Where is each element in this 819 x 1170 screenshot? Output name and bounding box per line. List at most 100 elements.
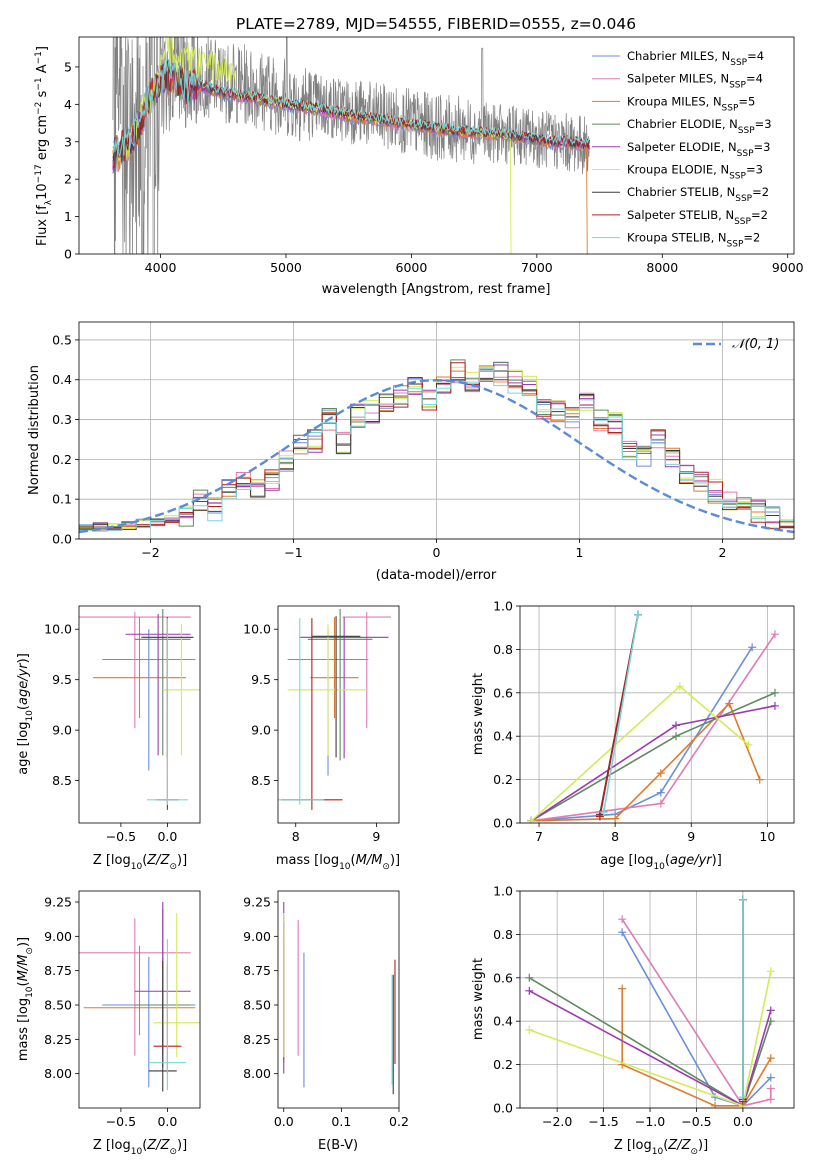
plot-area-mass_vs_Z [79, 901, 200, 1092]
y-tick-label: 9.25 [44, 894, 72, 909]
x-axis-label: E(B-V) [318, 1138, 358, 1153]
legend-label: Kroupa MILES, NSSP=5 [627, 94, 755, 113]
axes-frame [277, 890, 400, 1109]
y-tick-label: 8.5 [52, 773, 72, 788]
x-tick-label: −0.5 [681, 1114, 711, 1129]
legend-label: Salpeter ELODIE, NSSP=3 [627, 140, 770, 159]
weight-marker [618, 915, 627, 924]
y-tick-label: 0.8 [493, 642, 513, 657]
panel-mass_vs_Z: −0.5 0.0 8.00 8.25 8.50 8.75 9.00 9.25 [44, 890, 201, 1129]
weight-marker [618, 928, 627, 937]
weight-marker [595, 812, 604, 821]
y-tick-label: 9.0 [52, 723, 72, 738]
weight-line-kroupa-stelib [602, 614, 639, 813]
x-tick-label: 0.0 [274, 1114, 294, 1129]
panel-spectrum: 4000 5000 6000 7000 8000 9000 0 1 2 3 4 5 [64, 36, 804, 275]
x-tick-label: 0.2 [389, 1114, 409, 1129]
x-tick-label: −2 [141, 545, 159, 560]
y-tick-label: 8.00 [243, 1066, 271, 1081]
y-tick-label: 0.8 [493, 927, 513, 942]
weight-marker [738, 1093, 747, 1102]
weight-line-salpeter-miles [621, 918, 772, 1107]
y-tick-label: 8.50 [243, 997, 271, 1012]
plot-area-weight_vs_age [527, 610, 779, 823]
weight-marker [611, 814, 620, 823]
x-axis-label: mass [log10(M/M⊙)] [276, 853, 400, 872]
axes-frame [78, 605, 201, 824]
y-axis-label: mass weight [471, 958, 486, 1040]
y-tick-label: 0.4 [52, 372, 72, 387]
x-tick-label: 5000 [270, 260, 302, 275]
x-tick-label: 9 [372, 829, 380, 844]
y-tick-label: 0.0 [493, 816, 513, 831]
y-tick-label: 8.25 [44, 1032, 72, 1047]
x-tick-label: −1.5 [588, 1114, 618, 1129]
weight-marker [525, 1025, 534, 1034]
legend-label: Kroupa ELODIE, NSSP=3 [627, 163, 763, 182]
y-tick-label: 8.75 [44, 963, 72, 978]
x-axis-label: Z [log10(Z/Z⊙)] [614, 1138, 708, 1157]
plot-area-age_vs_mass [278, 609, 391, 810]
y-tick-label: 0.5 [52, 332, 72, 347]
y-tick-label: 9.25 [243, 894, 271, 909]
x-tick-label: −2.0 [542, 1114, 572, 1129]
plot-area-weight_vs_Z [525, 895, 775, 1108]
y-tick-label: 5 [64, 59, 72, 74]
model-spectrum-kroupa-elodie [112, 37, 512, 254]
weight-marker [599, 808, 608, 817]
weight-marker [672, 721, 681, 730]
x-axis-label: Z [log10(Z/Z⊙)] [93, 853, 187, 872]
weight-marker [525, 973, 534, 982]
x-tick-label: 8000 [646, 260, 678, 275]
histogram-chabrier-stelib [79, 370, 794, 530]
x-tick-label: 6000 [396, 260, 428, 275]
observed-spectrum [112, 37, 590, 254]
y-tick-label: 9.00 [243, 929, 271, 944]
x-axis-label: wavelength [Angstrom, rest frame] [322, 282, 551, 297]
weight-marker [738, 895, 747, 904]
y-tick-label: 0.6 [493, 970, 513, 985]
weight-marker [744, 740, 753, 749]
panel-weight_vs_Z: −2.0 −1.5 −1.0 −0.5 0.0 0.0 0.2 0.4 0.6 0.8 1.0 [493, 884, 795, 1129]
x-tick-label: 0.0 [157, 1114, 177, 1129]
weight-marker [525, 986, 534, 995]
axes-frame [519, 890, 795, 1109]
weight-marker [755, 775, 764, 784]
y-tick-label: 1.0 [493, 599, 513, 614]
weight-marker [766, 1006, 775, 1015]
y-tick-label: 0.2 [52, 452, 72, 467]
x-tick-label: 4000 [145, 260, 177, 275]
legend-label: 𝒩(0, 1) [732, 337, 779, 352]
y-axis-label: Flux [fλ10−17 erg cm−2 s−1 A−1] [34, 46, 54, 246]
weight-marker [633, 610, 642, 619]
y-tick-label: 3 [64, 134, 72, 149]
y-tick-label: 10.0 [243, 622, 271, 637]
panel-age_vs_Z: −0.5 0.0 8.5 9.0 9.5 10.0 [44, 605, 201, 844]
y-axis-label: Normed distribution [27, 365, 42, 495]
weight-marker [770, 701, 779, 710]
y-tick-label: 0.0 [52, 532, 72, 547]
plot-area-age_vs_Z [79, 609, 200, 810]
x-axis-label: Z [log10(Z/Z⊙)] [93, 1138, 187, 1157]
y-tick-label: 0.2 [493, 772, 513, 787]
y-tick-label: 8.75 [243, 963, 271, 978]
y-tick-label: 1 [64, 209, 72, 224]
y-tick-label: 1.0 [493, 884, 513, 899]
panel-residuals: −2 −1 0 1 2 0.0 0.1 0.2 0.3 0.4 0.5 [52, 321, 795, 560]
y-tick-label: 0.4 [493, 1014, 513, 1029]
y-tick-label: 0 [64, 247, 72, 262]
x-tick-label: −0.5 [106, 829, 136, 844]
x-axis-label: age [log10(age/yr)] [600, 853, 722, 872]
weight-marker [527, 816, 536, 823]
normal-curve [79, 378, 794, 534]
y-tick-label: 10.0 [44, 622, 72, 637]
weight-marker [766, 1054, 775, 1063]
y-tick-label: 9.5 [52, 672, 72, 687]
weight-marker [766, 1073, 775, 1082]
y-tick-label: 0.1 [52, 492, 72, 507]
y-tick-label: 0.0 [493, 1101, 513, 1116]
x-tick-label: 7 [535, 829, 543, 844]
weight-marker [675, 682, 684, 691]
y-tick-label: 8.50 [44, 997, 72, 1012]
